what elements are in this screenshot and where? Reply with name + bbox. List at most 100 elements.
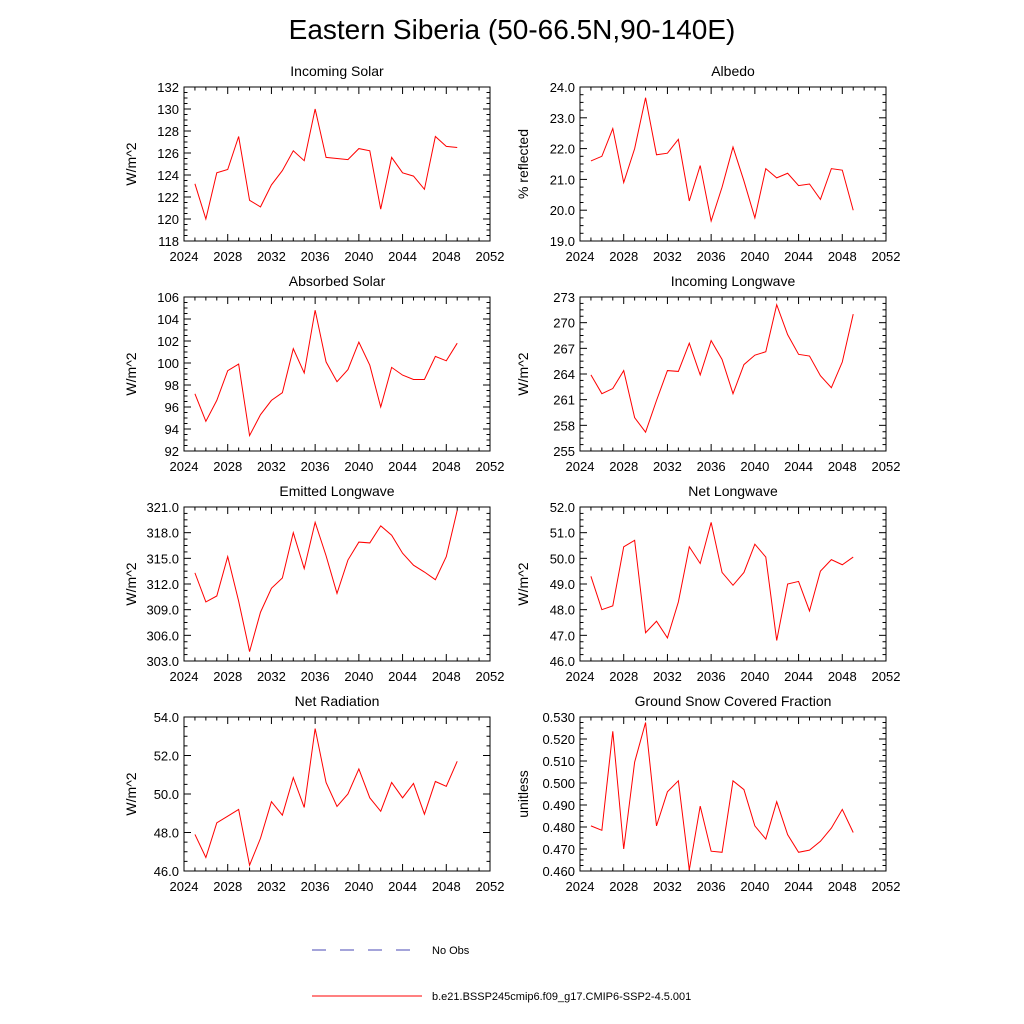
y-tick-label: 23.0 bbox=[550, 111, 575, 126]
panel-title: Net Longwave bbox=[688, 483, 778, 499]
y-tick-label: 100 bbox=[157, 356, 179, 371]
x-tick-label: 2036 bbox=[301, 669, 330, 684]
x-tick-label: 2024 bbox=[170, 669, 199, 684]
figure-title: Eastern Siberia (50-66.5N,90-140E) bbox=[288, 14, 736, 45]
plot-frame bbox=[183, 506, 491, 662]
x-tick-label: 2024 bbox=[566, 669, 595, 684]
y-tick-label: 0.510 bbox=[542, 754, 575, 769]
y-tick-label: 54.0 bbox=[154, 710, 179, 725]
x-tick-label: 2024 bbox=[566, 459, 595, 474]
x-tick-label: 2044 bbox=[784, 879, 813, 894]
x-tick-label: 2044 bbox=[388, 669, 417, 684]
y-tick-label: 24.0 bbox=[550, 80, 575, 95]
y-tick-label: 264 bbox=[553, 367, 575, 382]
series-line bbox=[194, 510, 458, 652]
y-tick-label: 118 bbox=[158, 234, 179, 249]
y-tick-label: 309.0 bbox=[146, 603, 179, 618]
y-tick-label: 48.0 bbox=[154, 826, 179, 841]
x-tick-label: 2052 bbox=[872, 459, 901, 474]
y-tick-label: 0.520 bbox=[542, 732, 575, 747]
x-tick-label: 2032 bbox=[653, 249, 682, 264]
x-tick-label: 2028 bbox=[609, 669, 638, 684]
legend: No Obs b.e21.BSSP245cmip6.f09_g17.CMIP6-… bbox=[312, 945, 691, 1003]
y-tick-label: 312.0 bbox=[146, 577, 179, 592]
x-tick-label: 2036 bbox=[697, 879, 726, 894]
x-tick-label: 2040 bbox=[344, 459, 373, 474]
y-tick-label: 50.0 bbox=[550, 551, 575, 566]
plot-frame bbox=[579, 716, 887, 872]
x-tick-label: 2040 bbox=[740, 459, 769, 474]
y-tick-label: 98 bbox=[165, 378, 179, 393]
x-tick-label: 2044 bbox=[784, 669, 813, 684]
x-tick-label: 2048 bbox=[432, 459, 461, 474]
y-tick-label: 0.460 bbox=[542, 864, 575, 879]
y-tick-label: 255 bbox=[553, 444, 575, 459]
x-tick-label: 2048 bbox=[828, 669, 857, 684]
y-tick-label: 0.530 bbox=[542, 710, 575, 725]
x-tick-label: 2036 bbox=[697, 249, 726, 264]
y-tick-label: 51.0 bbox=[550, 526, 575, 541]
panel-title: Absorbed Solar bbox=[289, 273, 386, 289]
y-tick-label: 303.0 bbox=[146, 654, 179, 669]
x-tick-label: 2032 bbox=[257, 459, 286, 474]
y-axis-label: W/m^2 bbox=[123, 562, 139, 605]
x-tick-label: 2052 bbox=[476, 879, 505, 894]
series-line bbox=[194, 728, 458, 867]
y-axis-label: W/m^2 bbox=[515, 562, 531, 605]
x-tick-label: 2048 bbox=[828, 459, 857, 474]
x-tick-label: 2028 bbox=[213, 459, 242, 474]
plot-frame bbox=[579, 296, 887, 452]
x-tick-label: 2032 bbox=[653, 459, 682, 474]
x-tick-label: 2052 bbox=[476, 249, 505, 264]
series-line bbox=[590, 722, 854, 870]
x-tick-label: 2028 bbox=[609, 879, 638, 894]
plot-frame bbox=[183, 716, 491, 872]
x-tick-label: 2048 bbox=[828, 879, 857, 894]
y-tick-label: 132 bbox=[157, 80, 179, 95]
x-tick-label: 2040 bbox=[344, 249, 373, 264]
y-tick-label: 306.0 bbox=[146, 628, 179, 643]
y-tick-label: 48.0 bbox=[550, 603, 575, 618]
x-tick-label: 2048 bbox=[432, 879, 461, 894]
x-tick-label: 2044 bbox=[388, 459, 417, 474]
x-tick-label: 2032 bbox=[257, 879, 286, 894]
chart-panel: 2024 2028 2032 2036 2040 2044 2048 2052 46.0 47.0… bbox=[515, 483, 900, 684]
y-tick-label: 267 bbox=[553, 341, 575, 356]
x-tick-label: 2044 bbox=[784, 249, 813, 264]
plot-frame bbox=[579, 506, 887, 662]
plot-frame bbox=[579, 86, 887, 242]
panel-title: Net Radiation bbox=[295, 693, 380, 709]
x-tick-label: 2032 bbox=[257, 669, 286, 684]
y-tick-label: 0.470 bbox=[542, 842, 575, 857]
y-tick-label: 270 bbox=[553, 316, 575, 331]
x-tick-label: 2024 bbox=[170, 879, 199, 894]
y-tick-label: 0.500 bbox=[542, 776, 575, 791]
x-tick-label: 2052 bbox=[872, 249, 901, 264]
y-tick-label: 52.0 bbox=[550, 500, 575, 515]
series-line bbox=[590, 522, 854, 641]
y-tick-label: 315.0 bbox=[146, 551, 179, 566]
x-tick-label: 2052 bbox=[476, 459, 505, 474]
x-tick-label: 2044 bbox=[388, 879, 417, 894]
x-tick-label: 2032 bbox=[653, 879, 682, 894]
plot-frame bbox=[183, 296, 491, 452]
series-line bbox=[590, 302, 854, 434]
y-tick-label: 94 bbox=[165, 422, 179, 437]
y-tick-label: 49.0 bbox=[550, 577, 575, 592]
x-tick-label: 2028 bbox=[609, 459, 638, 474]
y-tick-label: 128 bbox=[157, 124, 179, 139]
legend-obs-label: No Obs bbox=[432, 945, 470, 957]
y-tick-label: 104 bbox=[157, 312, 179, 327]
y-tick-label: 321.0 bbox=[146, 500, 179, 515]
x-tick-label: 2044 bbox=[784, 459, 813, 474]
series-line bbox=[194, 310, 458, 438]
y-tick-label: 46.0 bbox=[550, 654, 575, 669]
y-tick-label: 96 bbox=[165, 400, 179, 415]
x-tick-label: 2036 bbox=[697, 459, 726, 474]
x-tick-label: 2024 bbox=[566, 879, 595, 894]
x-tick-label: 2048 bbox=[828, 249, 857, 264]
x-tick-label: 2028 bbox=[213, 669, 242, 684]
y-tick-label: 20.0 bbox=[550, 203, 575, 218]
y-axis-label: W/m^2 bbox=[123, 352, 139, 395]
